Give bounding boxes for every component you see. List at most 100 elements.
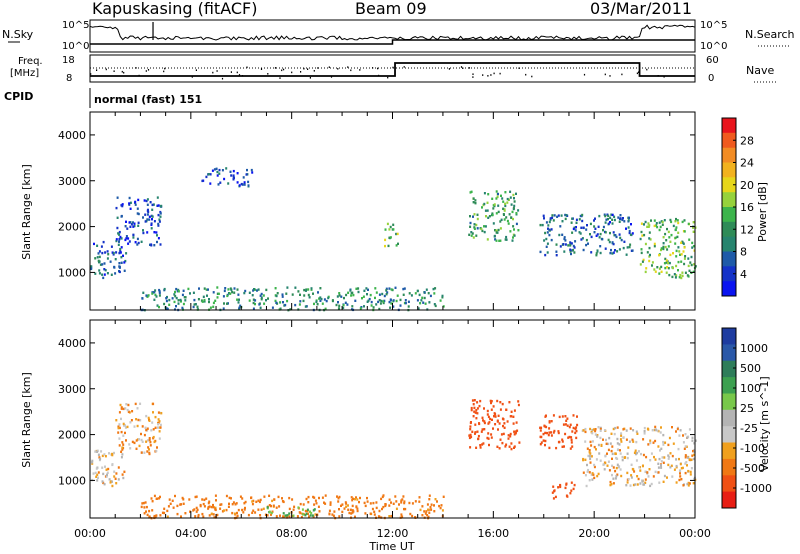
heatmap-cell (612, 482, 615, 485)
heatmap-cell (690, 263, 693, 267)
heatmap-cell (552, 431, 555, 434)
heatmap-cell (420, 299, 423, 302)
heatmap-cell (159, 514, 162, 517)
heatmap-cell (256, 289, 258, 292)
heatmap-cell (619, 449, 621, 452)
heatmap-cell (150, 497, 153, 500)
heatmap-cell (321, 496, 324, 499)
heatmap-cell (472, 415, 475, 418)
colorbar-swatch (722, 236, 736, 252)
heatmap-cell (496, 419, 499, 422)
heatmap-cell (124, 238, 127, 242)
colorbar-swatch (722, 475, 736, 493)
heatmap-cell (619, 236, 622, 240)
heatmap-cell (90, 267, 93, 271)
heatmap-cell (441, 509, 444, 512)
heatmap-cell (163, 507, 166, 510)
heatmap-cell (276, 292, 279, 295)
heatmap-cell (611, 464, 614, 467)
heatmap-cell (614, 234, 617, 237)
heatmap-cell (559, 483, 562, 487)
heatmap-cell (338, 294, 341, 297)
heatmap-cell (693, 263, 696, 266)
heatmap-cell (157, 411, 160, 414)
heatmap-cell (492, 204, 495, 207)
heatmap-cell (275, 506, 278, 509)
heatmap-cell (692, 230, 695, 233)
heatmap-cell (673, 468, 676, 471)
heatmap-cell (338, 508, 340, 511)
heatmap-cell (668, 261, 671, 265)
colorbar-swatch (722, 251, 736, 267)
heatmap-cell (147, 294, 150, 297)
heatmap-cell (236, 172, 239, 175)
heatmap-cell (416, 289, 419, 293)
colorbar-tick-label: 24 (740, 157, 754, 170)
heatmap-cell (222, 307, 225, 310)
nave-dot (330, 76, 333, 78)
heatmap-cell (336, 495, 338, 498)
heatmap-cell (628, 231, 631, 235)
heatmap-cell (512, 415, 515, 418)
heatmap-cell (666, 227, 668, 231)
heatmap-cell (323, 501, 325, 504)
heatmap-cell (194, 495, 197, 499)
heatmap-cell (137, 224, 140, 227)
heatmap-cell (643, 432, 646, 435)
heatmap-cell (414, 516, 417, 519)
heatmap-cell (676, 219, 679, 222)
heatmap-cell (163, 287, 166, 291)
heatmap-cell (129, 201, 132, 204)
heatmap-cell (141, 297, 144, 300)
heatmap-cell (117, 431, 120, 434)
heatmap-cell (504, 445, 507, 448)
heatmap-cell (281, 500, 284, 503)
heatmap-cell (494, 423, 497, 426)
heatmap-cell (644, 470, 647, 473)
heatmap-cell (607, 238, 610, 242)
heatmap-cell (630, 474, 633, 477)
heatmap-cell (614, 477, 617, 480)
heatmap-cell (177, 302, 180, 305)
heatmap-cell (660, 248, 662, 252)
heatmap-cell (487, 216, 490, 219)
heatmap-cell (183, 296, 186, 299)
heatmap-cell (653, 219, 656, 222)
heatmap-cell (251, 502, 254, 506)
heatmap-cell (616, 426, 619, 429)
heatmap-cell (122, 434, 125, 437)
heatmap-cell (251, 171, 254, 174)
heatmap-cell (513, 433, 516, 436)
heatmap-cell (684, 454, 687, 457)
heatmap-cell (197, 513, 200, 517)
nave-dot (403, 66, 405, 68)
heatmap-cell (616, 463, 619, 466)
heatmap-cell (639, 482, 642, 485)
heatmap-cell (209, 306, 212, 309)
power-x-ticks (89, 112, 696, 310)
heatmap-cell (106, 471, 109, 474)
heatmap-cell (663, 474, 666, 478)
heatmap-cell (245, 173, 248, 176)
heatmap-cell (564, 243, 567, 246)
heatmap-cell (471, 232, 474, 235)
heatmap-cell (602, 438, 604, 441)
heatmap-cell (311, 514, 314, 517)
heatmap-cell (482, 419, 484, 422)
heatmap-cell (509, 190, 512, 193)
heatmap-cell (665, 271, 668, 274)
heatmap-cell (658, 457, 661, 461)
heatmap-cell (390, 302, 393, 305)
heatmap-cell (607, 217, 609, 221)
heatmap-cell (129, 447, 132, 450)
heatmap-cell (490, 436, 493, 439)
heatmap-cell (566, 495, 569, 498)
heatmap-cell (350, 294, 353, 297)
heatmap-cell (177, 290, 180, 293)
heatmap-cell (407, 300, 410, 303)
heatmap-cell (427, 292, 430, 295)
heatmap-cell (512, 217, 514, 221)
nsky-frame (89, 19, 696, 53)
heatmap-cell (341, 503, 344, 506)
heatmap-cell (296, 515, 299, 518)
